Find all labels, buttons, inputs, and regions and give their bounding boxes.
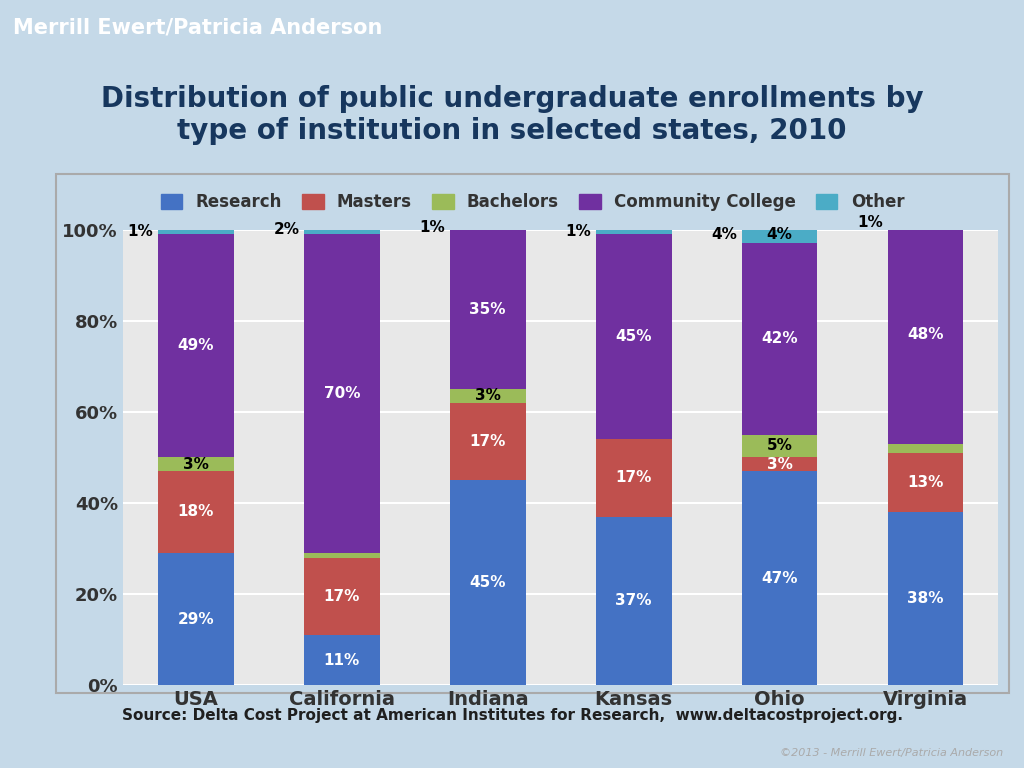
Text: 4%: 4%: [712, 227, 737, 242]
Bar: [596, 439, 672, 517]
Text: 49%: 49%: [177, 338, 214, 353]
Text: 42%: 42%: [761, 332, 798, 346]
Text: 45%: 45%: [615, 329, 652, 344]
Bar: [450, 389, 525, 402]
Legend: Research, Masters, Bachelors, Community College, Other: Research, Masters, Bachelors, Community …: [156, 188, 909, 216]
Bar: [304, 558, 380, 635]
Bar: [450, 480, 525, 685]
Bar: [596, 234, 672, 439]
Bar: [596, 517, 672, 685]
Text: 2%: 2%: [273, 222, 299, 237]
Text: 1%: 1%: [857, 215, 883, 230]
Text: 4%: 4%: [767, 227, 793, 242]
Bar: [450, 225, 525, 230]
Text: 18%: 18%: [177, 505, 214, 519]
Text: 3%: 3%: [767, 457, 793, 472]
Text: 37%: 37%: [615, 594, 652, 608]
Text: Distribution of public undergraduate enrollments by
type of institution in selec: Distribution of public undergraduate enr…: [100, 84, 924, 145]
Bar: [741, 435, 817, 458]
Bar: [158, 234, 233, 458]
Text: 11%: 11%: [324, 653, 359, 667]
Bar: [158, 457, 233, 471]
Bar: [158, 471, 233, 553]
Text: 48%: 48%: [907, 327, 944, 342]
Bar: [596, 230, 672, 234]
Bar: [741, 458, 817, 471]
Bar: [304, 553, 380, 558]
Text: Source: Delta Cost Project at American Institutes for Research,  www.deltacostpr: Source: Delta Cost Project at American I…: [122, 707, 902, 723]
Bar: [304, 234, 380, 553]
Bar: [450, 230, 525, 389]
Text: 3%: 3%: [475, 389, 501, 403]
Text: 45%: 45%: [469, 575, 506, 590]
Bar: [304, 225, 380, 234]
Text: 17%: 17%: [324, 589, 360, 604]
Bar: [741, 225, 817, 243]
Text: ©2013 - Merrill Ewert/Patricia Anderson: ©2013 - Merrill Ewert/Patricia Anderson: [780, 747, 1004, 758]
Bar: [888, 225, 964, 444]
Bar: [741, 243, 817, 435]
Text: Merrill Ewert/Patricia Anderson: Merrill Ewert/Patricia Anderson: [13, 18, 383, 38]
Text: 13%: 13%: [907, 475, 944, 490]
Text: 1%: 1%: [128, 224, 154, 240]
Text: 17%: 17%: [615, 470, 652, 485]
Bar: [158, 230, 233, 234]
Bar: [304, 635, 380, 685]
Text: 47%: 47%: [761, 571, 798, 585]
Bar: [888, 220, 964, 225]
Bar: [888, 512, 964, 685]
Text: 35%: 35%: [469, 302, 506, 317]
Bar: [158, 553, 233, 685]
Bar: [888, 444, 964, 453]
Bar: [741, 471, 817, 685]
Text: 1%: 1%: [565, 224, 591, 240]
Text: 5%: 5%: [767, 439, 793, 453]
Bar: [450, 402, 525, 480]
Text: 38%: 38%: [907, 591, 944, 606]
Text: 3%: 3%: [183, 457, 209, 472]
Text: 17%: 17%: [469, 434, 506, 449]
Text: 29%: 29%: [177, 611, 214, 627]
Bar: [888, 453, 964, 512]
Text: 70%: 70%: [324, 386, 360, 401]
Text: 1%: 1%: [420, 220, 445, 235]
